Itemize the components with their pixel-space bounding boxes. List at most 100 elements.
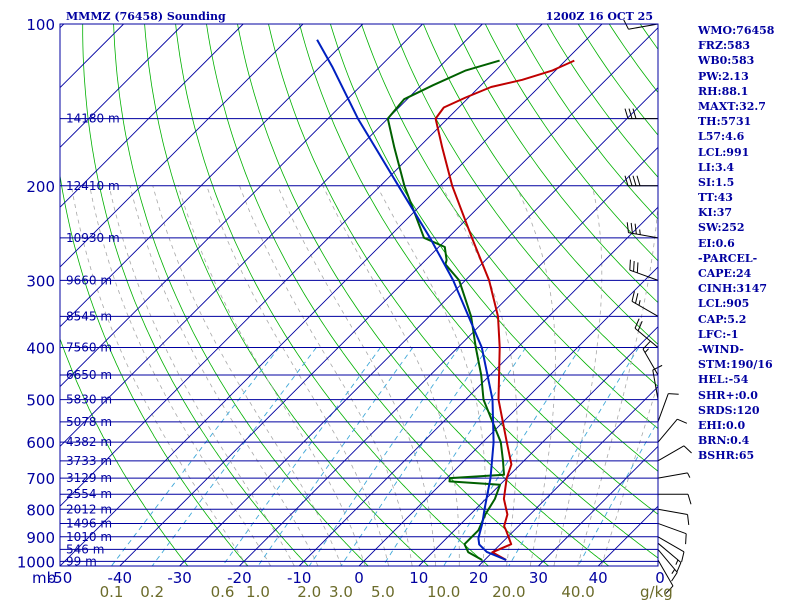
dry-adiabat xyxy=(60,337,189,566)
height-level-label: 9660 m xyxy=(66,273,112,287)
isotherm xyxy=(0,24,4,566)
wind-barb xyxy=(623,19,659,30)
moist-adiabat xyxy=(376,185,487,566)
stat-line: L57:4.6 xyxy=(698,130,745,144)
height-level-label: 3733 m xyxy=(66,454,112,468)
isotherm xyxy=(418,326,658,566)
pressure-tick-label: 800 xyxy=(26,501,55,519)
mixing-ratio-line xyxy=(222,347,381,566)
isotherm xyxy=(358,266,658,566)
mixing-ratio-tick-label: 0.1 xyxy=(100,583,124,600)
height-level-label: 4382 m xyxy=(66,435,112,449)
wind-barb xyxy=(631,291,659,317)
height-level-label: 1010 m xyxy=(66,530,112,544)
mixing-ratio-line xyxy=(257,347,414,566)
series-layer xyxy=(316,39,575,561)
temperature-tick-label: 30 xyxy=(529,569,548,587)
stat-line: -PARCEL- xyxy=(698,251,758,265)
stat-line: TT:43 xyxy=(698,191,733,205)
dry-adiabat xyxy=(423,24,658,345)
moist-adiabat xyxy=(441,185,518,566)
temperature-trace xyxy=(434,59,575,561)
dry-adiabat xyxy=(113,24,369,566)
pressure-tick-label: 700 xyxy=(26,470,55,488)
wind-barb xyxy=(657,536,685,563)
wind-barb xyxy=(629,259,659,281)
pressure-tick-label: 1000 xyxy=(17,553,55,571)
dry-adiabat xyxy=(60,173,249,566)
wind-barb xyxy=(657,445,692,462)
isotherm xyxy=(179,86,658,566)
moist-adiabat xyxy=(239,185,413,566)
dry-adiabat xyxy=(299,24,658,515)
stat-line: CINH:3147 xyxy=(698,282,768,296)
height-level-label: 6650 m xyxy=(66,368,112,382)
stat-line: SHR+:0.0 xyxy=(698,388,758,402)
wind-barb xyxy=(657,522,687,545)
mixing-ratio-tick-label: 5.0 xyxy=(371,583,395,600)
mixing-ratio-line xyxy=(508,347,639,566)
mixing-ratio-line xyxy=(308,347,460,566)
wind-barb xyxy=(657,472,691,479)
stat-line: -WIND- xyxy=(698,342,744,356)
mixing-ratio-tick-label: 20.0 xyxy=(492,583,525,600)
temperature-tick-label: -30 xyxy=(167,569,192,587)
mixing-ratio-line xyxy=(577,420,658,566)
height-level-label: 12410 m xyxy=(66,179,120,193)
mixing-ratio-tick-label: 1.0 xyxy=(246,583,270,600)
height-level-label: 2554 m xyxy=(66,487,112,501)
pressure-tick-label: 300 xyxy=(26,272,55,290)
isotherm xyxy=(60,24,184,149)
temperature-tick-label: 40 xyxy=(589,569,608,587)
moist-adiabat xyxy=(71,185,248,566)
wind-barb xyxy=(657,418,688,443)
moist-adiabat xyxy=(515,185,556,566)
moist-adiabat xyxy=(322,185,460,566)
mixing-ratio-tick-label: 3.0 xyxy=(329,583,353,600)
wind-barb xyxy=(657,542,682,573)
stat-line: FRZ:583 xyxy=(698,39,751,53)
stat-line: SI:1.5 xyxy=(698,175,735,189)
height-level-label: 99 m xyxy=(66,554,97,568)
dry-adiabat xyxy=(144,24,429,566)
dry-adiabat xyxy=(82,24,309,566)
stat-line: WMO:76458 xyxy=(698,24,775,37)
moist-adiabat xyxy=(277,185,437,566)
wind-barb xyxy=(657,508,690,525)
dry-adiabat xyxy=(484,24,658,262)
mixing-ratio-tick-label: 40.0 xyxy=(561,583,594,600)
isotherm xyxy=(60,24,244,208)
pressure-tick-label: 400 xyxy=(26,340,55,358)
parcel-trace xyxy=(316,39,507,561)
height-level-label: 2012 m xyxy=(66,502,112,516)
dry-adiabat xyxy=(237,24,610,566)
temperature-tick-label: 20 xyxy=(469,569,488,587)
stat-line: WB0:583 xyxy=(698,54,755,68)
moist-adiabat xyxy=(553,185,603,566)
stat-line: SRDS:120 xyxy=(698,403,760,417)
mixing-ratio-line xyxy=(111,347,280,566)
wind-barbs-layer xyxy=(623,19,692,594)
stat-line: LCL:991 xyxy=(698,145,750,159)
plot-frame xyxy=(59,23,659,567)
mixing-ratio-tick-label: 2.0 xyxy=(297,583,321,600)
moist-adiabat xyxy=(206,185,390,566)
dry-adiabat xyxy=(392,24,658,387)
dry-adiabat xyxy=(268,24,658,559)
wind-barb xyxy=(657,393,679,423)
stat-line: BSHR:65 xyxy=(698,449,755,463)
isotherm xyxy=(60,24,603,566)
moist-adiabat xyxy=(577,198,658,566)
pressure-tick-label: 100 xyxy=(26,16,55,34)
height-level-label: 5078 m xyxy=(66,415,112,429)
wind-barb xyxy=(652,364,663,400)
pressure-tick-label: 600 xyxy=(26,434,55,452)
stat-line: MAXT:32.7 xyxy=(698,99,766,113)
isotherm xyxy=(538,445,658,566)
mixing-ratio-line xyxy=(443,347,581,566)
dry-adiabat xyxy=(453,24,658,304)
mixing-ratio-tick-label: 10.0 xyxy=(427,583,460,600)
stat-line: BRN:0.4 xyxy=(698,434,750,448)
isotherm xyxy=(60,24,304,268)
